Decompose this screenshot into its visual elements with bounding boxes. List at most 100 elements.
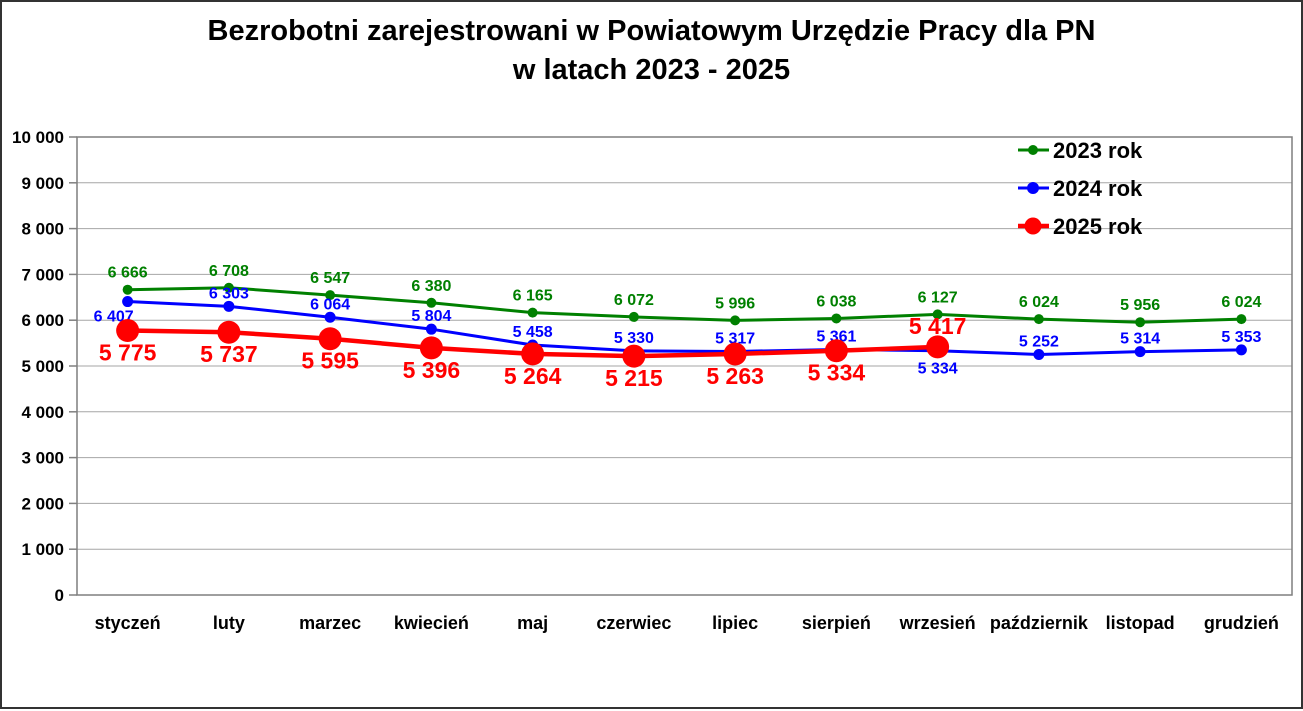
data-label: 6 024 (1019, 294, 1059, 311)
month-label: kwiecień (394, 613, 469, 633)
y-tick-label: 6 000 (21, 311, 64, 330)
data-label: 5 737 (200, 341, 258, 367)
data-label: 5 215 (605, 365, 663, 391)
data-label: 5 996 (715, 295, 755, 312)
data-label: 5 804 (411, 308, 451, 325)
data-point-marker (1135, 317, 1146, 328)
data-point-marker (932, 309, 943, 320)
month-label: wrzesień (899, 613, 976, 633)
data-label: 5 264 (504, 363, 562, 389)
data-point-marker (521, 342, 545, 366)
y-tick-label: 3 000 (21, 449, 64, 468)
data-point-marker (122, 296, 134, 308)
data-point-marker (1236, 314, 1247, 325)
plot-border (76, 136, 1293, 596)
data-label: 5 417 (909, 313, 967, 339)
data-point-marker (1033, 314, 1044, 325)
data-point-marker (1134, 346, 1146, 358)
legend-entry-2025-rok: 2025 rok (1018, 214, 1143, 239)
data-point-marker (824, 339, 848, 363)
data-label: 6 165 (513, 288, 553, 305)
data-label: 5 263 (706, 363, 764, 389)
y-tick-label: 10 000 (12, 128, 64, 147)
month-label: lipiec (712, 613, 758, 633)
month-label: maj (517, 613, 548, 633)
data-point-marker (527, 307, 538, 318)
data-label: 6 666 (108, 265, 148, 282)
x-axis: styczeń luty marzec kwiecień maj czerwiec lipi… (95, 613, 1279, 633)
data-label: 6 072 (614, 292, 654, 309)
data-label: 5 595 (301, 348, 359, 374)
data-point-marker (116, 319, 140, 343)
data-point-marker (622, 344, 646, 368)
data-point-marker (1033, 348, 1045, 360)
series-line (127, 286, 1242, 324)
data-label: 6 380 (411, 278, 451, 295)
gridlines (77, 136, 1292, 596)
data-label: 5 314 (1120, 331, 1160, 348)
legend-label: 2025 rok (1053, 214, 1143, 239)
data-label: 6 547 (310, 270, 350, 287)
y-axis: 0 1 000 2 000 3 000 4 000 5 000 6 000 7 000 8 00… (12, 128, 77, 605)
data-point-marker (425, 323, 437, 335)
data-label: 5 458 (513, 324, 553, 341)
data-point-marker (324, 311, 336, 323)
month-label: marzec (299, 613, 361, 633)
y-tick-label: 9 000 (21, 174, 64, 193)
data-label: 5 956 (1120, 297, 1160, 314)
data-label: 5 361 (816, 328, 856, 345)
legend-marker (1028, 145, 1038, 155)
month-label: luty (213, 613, 245, 633)
data-label: 6 024 (1221, 294, 1261, 311)
data-label: 6 064 (310, 296, 350, 313)
data-point-marker (831, 313, 842, 324)
data-point-marker (926, 335, 950, 359)
legend-entry-2023-rok: 2023 rok (1018, 138, 1143, 163)
data-point-marker (419, 336, 443, 360)
data-label: 5 317 (715, 330, 755, 347)
chart-title-line2: w latach 2023 - 2025 (512, 54, 791, 86)
data-point-marker (223, 282, 234, 293)
month-label: czerwiec (596, 613, 671, 633)
data-label: 6 038 (816, 293, 856, 310)
legend-label: 2023 rok (1053, 138, 1143, 163)
data-label: 5 353 (1221, 329, 1261, 346)
data-point-marker (426, 297, 437, 308)
data-label: 6 708 (209, 263, 249, 280)
month-label: styczeń (95, 613, 161, 633)
month-label: listopad (1106, 613, 1175, 633)
legend-entry-2024-rok: 2024 rok (1018, 176, 1143, 201)
data-label: 5 775 (99, 340, 157, 366)
month-label: sierpień (802, 613, 871, 633)
data-label: 5 334 (808, 360, 866, 386)
series-line (127, 300, 1242, 356)
y-tick-label: 8 000 (21, 220, 64, 239)
month-label: październik (990, 613, 1089, 633)
data-label: 6 303 (209, 285, 249, 302)
y-tick-label: 2 000 (21, 494, 64, 513)
y-tick-label: 4 000 (21, 403, 64, 422)
data-label: 5 252 (1019, 333, 1059, 350)
data-label: 5 330 (614, 330, 654, 347)
data-label: 6 127 (918, 289, 958, 306)
data-point-marker (628, 311, 639, 322)
y-tick-label: 7 000 (21, 265, 64, 284)
y-tick-label: 1 000 (21, 540, 64, 559)
legend: 2023 rok 2024 rok 2025 rok (1018, 138, 1143, 239)
data-label: 5 396 (403, 357, 461, 383)
data-point-marker (1235, 344, 1247, 356)
month-label: grudzień (1204, 613, 1279, 633)
data-point-marker (325, 290, 336, 301)
series-2023-rok: 6 666 6 708 6 547 6 380 6 165 6 072 5 996 6 038… (108, 263, 1261, 328)
data-point-marker (223, 300, 235, 312)
y-tick-label: 5 000 (21, 357, 64, 376)
data-point-marker (122, 284, 133, 295)
data-label: 5 334 (918, 361, 958, 378)
legend-label: 2024 rok (1053, 176, 1143, 201)
legend-marker (1027, 182, 1039, 194)
chart-title: Bezrobotni zarejestrowani w Powiatowym U… (2, 12, 1301, 90)
data-point-marker (318, 327, 342, 351)
